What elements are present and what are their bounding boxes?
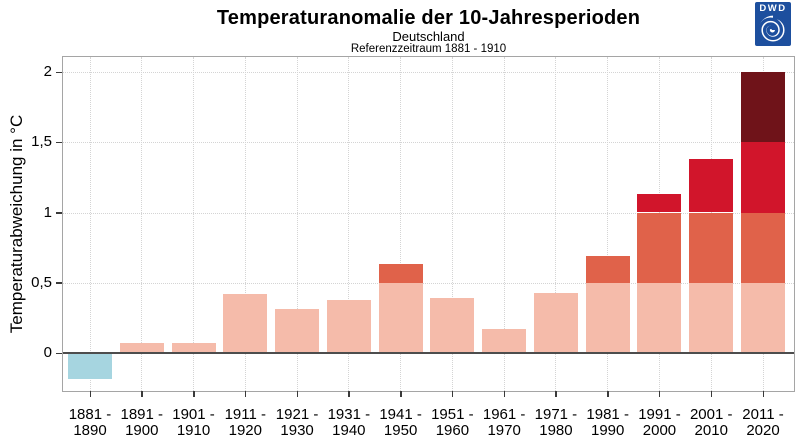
gridline-vertical [555,57,557,391]
bar-segment [275,309,320,353]
x-axis-tick [503,391,506,397]
x-tick-label: 1941 - 1950 [379,406,422,439]
bar-segment [689,282,734,353]
y-axis-tick [56,212,62,214]
x-axis-tick [193,391,195,397]
gridline-vertical [244,57,246,391]
chart-subtitle: Deutschland [392,29,465,44]
gridline-vertical [607,57,609,391]
bar-segment [326,299,371,353]
y-tick-label: 1,5 [31,133,52,151]
x-tick-label: 1921 - 1930 [275,406,319,439]
x-axis-tick [762,391,764,397]
y-tick-label: 1 [43,203,52,221]
y-axis-tick [56,71,62,73]
gridline-vertical [348,57,350,391]
x-axis-tick [607,391,609,397]
bar-segment [223,293,268,353]
y-tick-label: 2 [43,63,52,80]
gridline-vertical [89,57,91,391]
bar-segment [171,343,216,353]
bar-segment [533,292,578,353]
y-axis-tick [56,141,62,144]
x-axis-tick [710,391,713,397]
gridline-horizontal [63,212,794,214]
bar-segment [378,264,423,283]
bar-segment [637,194,682,213]
x-tick-label: 1891 - 1900 [120,406,164,439]
x-tick-label: 1971 - 1980 [534,406,578,439]
gridline-vertical [296,57,298,391]
bar-segment [585,282,630,353]
x-tick-label: 1901 - 1910 [172,406,215,439]
gridline-horizontal [63,72,794,73]
reference-period-label: Referenzzeitraum 1881 - 1910 [350,43,507,55]
x-tick-label: 1881 - 1890 [68,406,112,439]
gridline-vertical [400,57,402,391]
dwd-logo-text: DWD [759,3,787,14]
x-tick-label: 1911 - 1920 [224,406,266,439]
bar-segment [378,282,423,353]
dwd-spiral-icon [758,15,788,45]
x-axis-tick [296,391,299,397]
y-tick-label: 0,5 [31,273,52,291]
y-axis-tick [56,352,62,354]
x-axis-tick [451,391,454,397]
x-tick-label: 1991 - 2000 [638,406,681,439]
chart-title: Temperaturanomalie der 10-Jahresperioden [216,7,641,29]
gridline-vertical [141,57,143,391]
bar-segment [741,282,785,353]
bar-segment [482,329,527,353]
x-tick-label: 1981 - 1990 [586,406,629,439]
bar-segment [119,343,164,353]
x-axis-tick [89,391,91,397]
plot-area [62,56,795,392]
bar-segment [741,142,785,213]
bar-segment [585,256,630,283]
x-tick-label: 2011 - 2020 [742,406,784,439]
bar-segment [689,212,734,283]
x-axis-tick [400,391,402,397]
gridline-vertical [193,57,195,391]
zero-line [63,352,794,354]
y-axis-title: Temperaturabweichung in °C [7,114,26,334]
dwd-logo: DWD [755,2,791,46]
x-tick-label: 2001 - 2010 [689,406,733,439]
x-tick-label: 1931 - 1940 [327,406,371,439]
bar-segment [637,212,682,283]
bar-segment [741,212,785,283]
bar-segment [689,159,734,213]
x-axis-tick [141,391,143,397]
bar-segment [637,282,682,353]
y-tick-label: 0 [43,344,52,361]
gridline-horizontal [63,142,794,144]
x-axis-tick [348,391,350,397]
x-axis-tick [555,391,557,397]
x-axis-tick [658,391,661,397]
bar-segment [741,72,785,143]
gridline-vertical [451,57,453,391]
y-axis-tick [56,282,62,284]
gridline-vertical [503,57,505,391]
bar-segment-negative [68,354,112,380]
x-tick-label: 1961 - 1970 [482,406,526,439]
x-axis-tick [244,391,247,397]
x-tick-label: 1951 - 1960 [431,406,474,439]
bar-segment [430,298,475,353]
gridline-horizontal [63,282,794,284]
